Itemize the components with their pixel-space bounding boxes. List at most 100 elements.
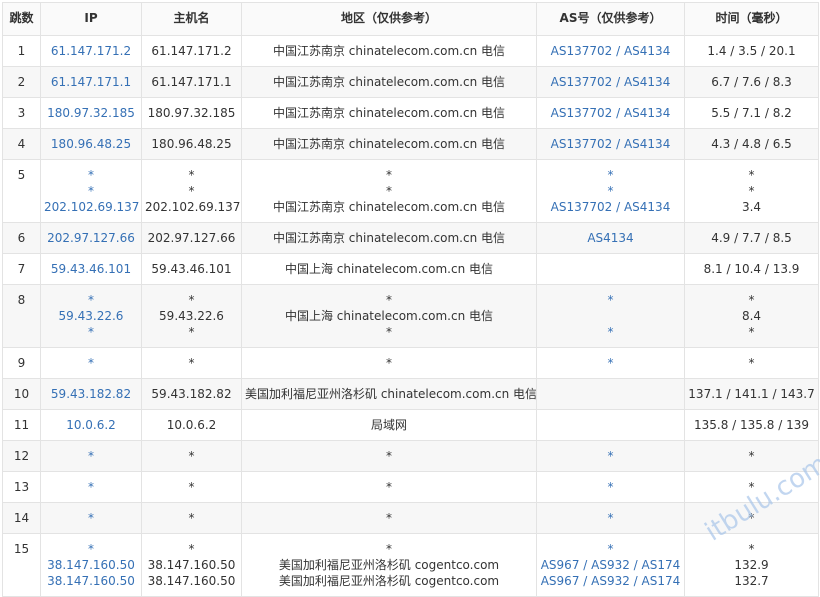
region-line: 中国江苏南京 chinatelecom.com.cn 电信 [272, 75, 506, 89]
as-number-cell: * [536, 471, 685, 503]
hop-cell: 5 [2, 159, 41, 223]
ip-cell: 10.0.6.2 [40, 409, 142, 441]
ip-line[interactable]: 180.97.32.185 [47, 106, 135, 120]
latency-line: 5.5 / 7.1 / 8.2 [711, 106, 792, 120]
region-line: 中国江苏南京 chinatelecom.com.cn 电信 [272, 137, 506, 151]
as-number-cell: * [536, 440, 685, 472]
latency-line: * [748, 542, 755, 556]
ip-line[interactable]: 202.102.69.137 [44, 200, 140, 214]
hop-cell: 15 [2, 533, 41, 597]
hostname-cell: * * 202.102.69.137 [141, 159, 242, 223]
ip-line[interactable]: 10.0.6.2 [66, 418, 116, 432]
ip-line[interactable]: 59.43.182.82 [50, 387, 132, 401]
as-number-cell: AS4134 [536, 222, 685, 254]
latency-line: * [748, 480, 755, 494]
as-number-line[interactable]: AS137702 / AS4134 [550, 75, 671, 89]
latency-cell: 137.1 / 141.1 / 143.7 [684, 378, 819, 410]
ip-line[interactable]: 38.147.160.50 [47, 574, 135, 588]
ip-line[interactable]: 61.147.171.1 [50, 75, 132, 89]
region-line: * [386, 542, 392, 556]
hostname-line: 38.147.160.50 [147, 558, 236, 572]
hop-cell: 11 [2, 409, 41, 441]
region-line: 美国加利福尼亚州洛杉矶 cogentco.com [278, 574, 500, 588]
table-row: 10 59.43.182.82 59.43.182.82 美国加利福尼亚州洛杉矶 ch… [2, 378, 819, 410]
as-number-cell: * * [536, 284, 685, 348]
region-cell: 中国江苏南京 chinatelecom.com.cn 电信 [241, 128, 537, 160]
ip-line[interactable]: 38.147.160.50 [47, 558, 135, 572]
region-line: 局域网 [370, 418, 407, 432]
table-row: 15 * 38.147.160.50 38.147.160.50 * 38.147.160… [2, 533, 819, 597]
hostname-cell: * [141, 440, 242, 472]
ip-line: * [88, 449, 94, 463]
latency-line: 135.8 / 135.8 / 139 [694, 418, 809, 432]
region-line: 美国加利福尼亚州洛杉矶 chinatelecom.com.cn 电信 [245, 387, 537, 401]
region-line: 中国江苏南京 chinatelecom.com.cn 电信 [272, 106, 506, 120]
ip-cell: 202.97.127.66 [40, 222, 142, 254]
hostname-line: * [188, 480, 195, 494]
as-number-cell: * [536, 347, 685, 379]
ip-line: * [88, 356, 94, 370]
as-number-line[interactable]: AS4134 [587, 231, 634, 245]
region-line: * [386, 511, 392, 525]
hostname-line: * [188, 184, 195, 198]
column-header: AS号（仅供参考） [536, 2, 685, 36]
hostname-line: * [188, 168, 195, 182]
hostname-line: 59.43.46.101 [151, 262, 232, 276]
hostname-line: * [188, 511, 195, 525]
ip-cell: * [40, 347, 142, 379]
as-number-line[interactable]: AS967 / AS932 / AS174 [540, 574, 681, 588]
latency-cell: 5.5 / 7.1 / 8.2 [684, 97, 819, 129]
column-header: 地区（仅供参考） [241, 2, 537, 36]
region-line: 中国上海 chinatelecom.com.cn 电信 [284, 309, 494, 323]
latency-line: 4.9 / 7.7 / 8.5 [711, 231, 792, 245]
ip-line: * [88, 325, 94, 339]
hostname-line: 202.102.69.137 [145, 200, 241, 214]
as-number-line: * [607, 480, 614, 494]
hostname-cell: 180.97.32.185 [141, 97, 242, 129]
ip-line[interactable]: 59.43.46.101 [50, 262, 132, 276]
hostname-line: * [188, 325, 195, 339]
ip-line[interactable]: 202.97.127.66 [47, 231, 135, 245]
ip-line[interactable]: 61.147.171.2 [50, 44, 132, 58]
region-cell: 中国江苏南京 chinatelecom.com.cn 电信 [241, 97, 537, 129]
as-number-cell: AS137702 / AS4134 [536, 97, 685, 129]
latency-cell: * [684, 440, 819, 472]
ip-line[interactable]: 59.43.22.6 [58, 309, 124, 323]
latency-cell: * * 3.4 [684, 159, 819, 223]
as-number-line[interactable]: AS967 / AS932 / AS174 [540, 558, 681, 572]
ip-cell: 61.147.171.1 [40, 66, 142, 98]
latency-cell: * [684, 502, 819, 534]
table-row: 6 202.97.127.66 202.97.127.66 中国江苏南京 chinat… [2, 222, 819, 254]
hostname-line: 61.147.171.2 [151, 44, 232, 58]
as-number-line[interactable]: AS137702 / AS4134 [550, 44, 671, 58]
table-row: 13 * * * * * [2, 471, 819, 503]
table-row: 5 * * 202.102.69.137 * * 202.102.69.137 * * 中国江苏南… [2, 159, 819, 223]
latency-line: 3.4 [741, 200, 762, 214]
latency-cell: 4.9 / 7.7 / 8.5 [684, 222, 819, 254]
as-number-line[interactable]: AS137702 / AS4134 [550, 200, 671, 214]
column-header: IP [40, 2, 142, 36]
ip-line: * [88, 293, 94, 307]
region-line: * [386, 325, 392, 339]
ip-cell: * [40, 471, 142, 503]
as-number-line: * [607, 449, 614, 463]
hop-cell: 8 [2, 284, 41, 348]
hostname-cell: * 59.43.22.6 * [141, 284, 242, 348]
table-body: 1 61.147.171.2 61.147.171.2 中国江苏南京 chinatel… [2, 35, 819, 597]
table-row: 4 180.96.48.25 180.96.48.25 中国江苏南京 chinatel… [2, 128, 819, 160]
hostname-line: * [188, 542, 195, 556]
latency-line: 8.1 / 10.4 / 13.9 [703, 262, 800, 276]
hostname-cell: 202.97.127.66 [141, 222, 242, 254]
as-number-line: * [607, 184, 614, 198]
hop-cell: 12 [2, 440, 41, 472]
as-number-cell: * AS967 / AS932 / AS174 AS967 / AS932 / AS… [536, 533, 685, 597]
hostname-cell: * 38.147.160.50 38.147.160.50 [141, 533, 242, 597]
region-line: * [386, 293, 392, 307]
hostname-cell: 59.43.182.82 [141, 378, 242, 410]
ip-line[interactable]: 180.96.48.25 [50, 137, 132, 151]
latency-line: * [748, 168, 755, 182]
latency-line: * [748, 449, 755, 463]
as-number-line[interactable]: AS137702 / AS4134 [550, 137, 671, 151]
region-cell: * 中国上海 chinatelecom.com.cn 电信 * [241, 284, 537, 348]
as-number-line[interactable]: AS137702 / AS4134 [550, 106, 671, 120]
